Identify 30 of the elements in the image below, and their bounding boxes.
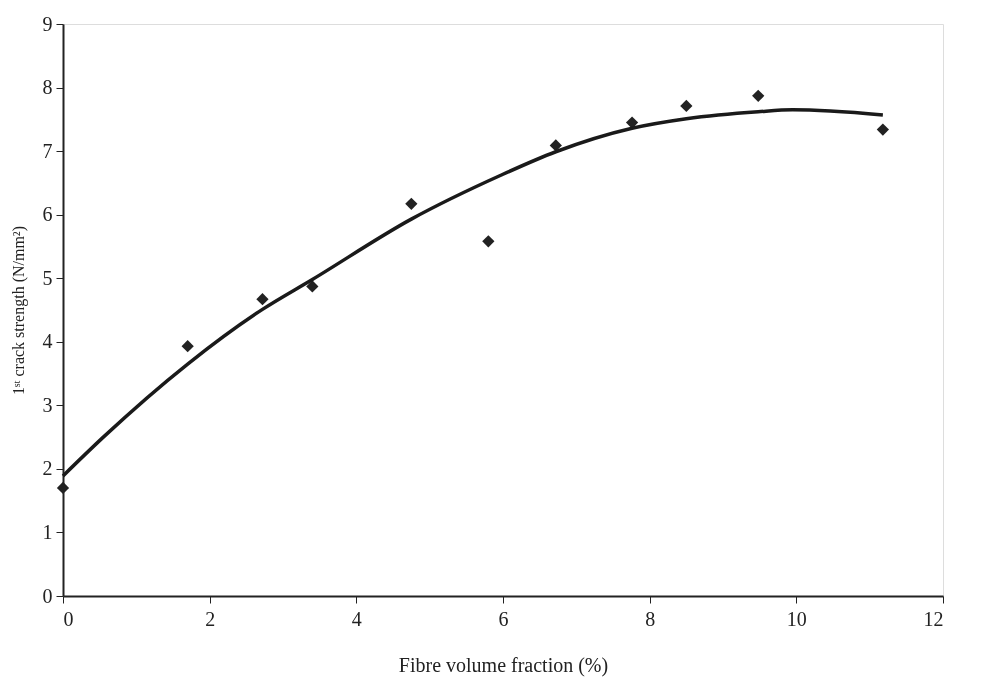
point — [256, 293, 269, 306]
x-tick-label: 10 — [786, 607, 807, 630]
x-tick-label: 6 — [498, 607, 509, 630]
y-tick-label: 5 — [42, 266, 53, 289]
point — [876, 123, 889, 136]
point — [405, 197, 418, 210]
x-axis-title: Fibre volume fraction (%) — [398, 653, 609, 677]
y-tick-label: 6 — [42, 203, 53, 226]
y-axis-title: 1ˢᵗ crack strength (N/mm²) — [9, 226, 28, 395]
y-tick-label: 4 — [42, 330, 53, 353]
y-tick-label: 8 — [42, 76, 53, 99]
point — [752, 89, 765, 102]
point — [680, 99, 693, 113]
y-tick-label: 9 — [42, 12, 53, 35]
point — [56, 481, 70, 495]
point — [181, 340, 194, 353]
point — [625, 116, 639, 129]
y-tick-label: 7 — [42, 139, 53, 162]
y-tick-label: 2 — [42, 457, 53, 480]
point — [482, 235, 495, 248]
x-tick-label: 12 — [923, 607, 944, 630]
point — [306, 280, 319, 293]
x-tick-label: 2 — [205, 607, 216, 630]
y-tick-label: 1 — [42, 520, 53, 543]
x-tick-label: 4 — [351, 607, 362, 630]
point — [549, 139, 562, 152]
x-tick-label: 8 — [645, 607, 656, 630]
y-tick-label: 3 — [42, 393, 53, 416]
x-tick-label: 0 — [63, 607, 74, 630]
y-tick-label: 0 — [42, 584, 53, 607]
